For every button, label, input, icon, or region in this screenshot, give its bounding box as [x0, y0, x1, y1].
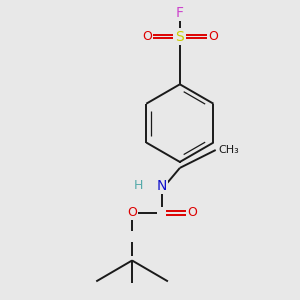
Text: CH₃: CH₃ — [219, 145, 239, 155]
Text: O: O — [142, 30, 152, 43]
Text: F: F — [176, 6, 184, 20]
Text: H: H — [134, 179, 143, 192]
Text: S: S — [176, 29, 184, 44]
Text: O: O — [187, 206, 197, 219]
Text: O: O — [208, 30, 218, 43]
Text: O: O — [127, 206, 137, 219]
Text: N: N — [157, 179, 167, 193]
